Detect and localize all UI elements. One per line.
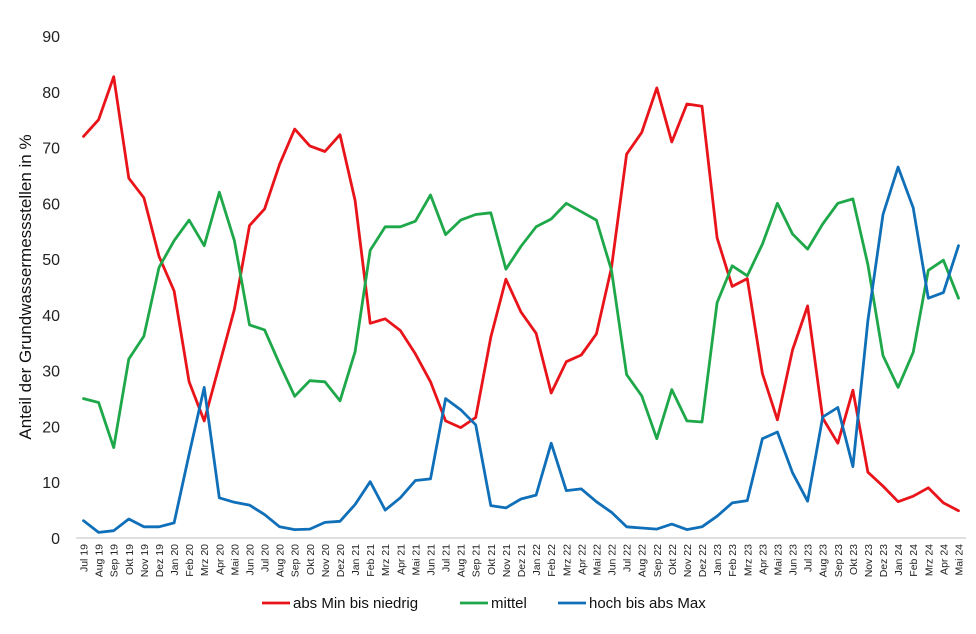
x-tick-label: Sep 23 [833,544,845,577]
x-tick-label: Nov 20 [320,544,332,577]
x-tick-label: Mrz 21 [380,544,392,576]
x-tick-label: Mrz 24 [923,544,935,576]
x-tick-label: Okt 21 [486,544,498,575]
x-tick-label: Jan 20 [169,544,181,576]
x-tick-label: Jul 19 [79,544,91,572]
x-tick-label: Mai 20 [229,544,241,576]
x-tick-label: Okt 20 [305,544,317,575]
x-tick-label: Feb 23 [727,544,739,577]
y-axis-label: Anteil der Grundwassermessstellen in % [16,134,35,439]
x-tick-label: Dez 21 [516,544,528,577]
x-tick-label: Mrz 20 [199,544,211,576]
x-tick-label: Sep 22 [652,544,664,577]
x-tick-label: Dez 23 [878,544,890,577]
x-tick-label: Mai 22 [591,544,603,576]
x-tick-label: Sep 21 [471,544,483,577]
x-tick-label: Feb 21 [365,544,377,577]
x-tick-label: Apr 23 [757,544,769,575]
x-axis-ticks: Jul 19 Aug 19 Sep 19 Okt 19 Nov 19 Dez 19 Jan … [79,544,966,577]
x-tick-label: Apr 22 [576,544,588,575]
series-line-3 [82,165,960,534]
x-tick-label: Nov 22 [682,544,694,577]
y-tick-label: 20 [42,419,60,436]
x-tick-label: Aug 20 [275,544,287,577]
x-tick-label: Feb 24 [908,544,920,577]
x-tick-label: Sep 20 [290,544,302,577]
x-tick-label: Sep 19 [109,544,121,577]
x-tick-label: Mai 24 [953,544,965,576]
x-tick-label: Nov 23 [863,544,875,577]
x-tick-label: Okt 23 [848,544,860,575]
x-tick-label: Mrz 23 [742,544,754,576]
x-tick-label: Aug 23 [818,544,830,577]
series-line-2 [82,190,960,450]
x-tick-label: Dez 22 [697,544,709,577]
x-tick-label: Dez 20 [335,544,347,577]
x-tick-label: Mai 23 [772,544,784,576]
x-tick-label: Jul 21 [441,544,453,572]
x-tick-label: Aug 19 [94,544,106,577]
x-tick-label: Okt 22 [667,544,679,575]
y-tick-label: 0 [51,531,60,548]
y-tick-label: 70 [42,141,60,158]
y-tick-label: 90 [42,29,60,46]
x-tick-label: Apr 24 [938,544,950,575]
legend-label: abs Min bis niedrig [293,595,418,612]
x-tick-label: Jun 23 [788,544,800,576]
x-tick-label: Dez 19 [154,544,166,577]
y-tick-label: 40 [42,308,60,325]
x-tick-label: Aug 22 [637,544,649,577]
x-tick-label: Aug 21 [456,544,468,577]
y-axis-ticks: 0 10 20 30 40 50 60 70 80 90 [42,29,60,548]
y-tick-label: 50 [42,252,60,269]
x-tick-label: Jan 22 [531,544,543,576]
legend-label: hoch bis abs Max [589,595,706,612]
x-tick-label: Jul 20 [260,544,272,572]
x-tick-label: Jun 22 [607,544,619,576]
y-tick-label: 80 [42,85,60,102]
x-tick-label: Jan 21 [350,544,362,576]
series-line-1 [82,75,960,513]
x-tick-label: Jan 23 [712,544,724,576]
x-tick-label: Jul 22 [622,544,634,572]
legend-label: mittel [491,595,527,612]
x-tick-label: Mrz 22 [561,544,573,576]
x-tick-label: Feb 22 [546,544,558,577]
x-tick-label: Okt 19 [124,544,136,575]
series-lines [82,75,960,534]
x-tick-label: Apr 21 [395,544,407,575]
x-tick-label: Jul 23 [803,544,815,572]
y-tick-label: 30 [42,364,60,381]
legend: abs Min bis niedrig mittel hoch bis abs Ma… [262,595,706,612]
y-tick-label: 60 [42,196,60,213]
x-tick-label: Nov 21 [501,544,513,577]
x-tick-label: Feb 20 [184,544,196,577]
y-tick-label: 10 [42,475,60,492]
x-tick-label: Jun 21 [425,544,437,576]
x-tick-label: Mai 21 [410,544,422,576]
x-tick-label: Apr 20 [214,544,226,575]
x-tick-label: Jan 24 [893,544,905,576]
x-tick-label: Jun 20 [244,544,256,576]
x-tick-label: Nov 19 [139,544,151,577]
